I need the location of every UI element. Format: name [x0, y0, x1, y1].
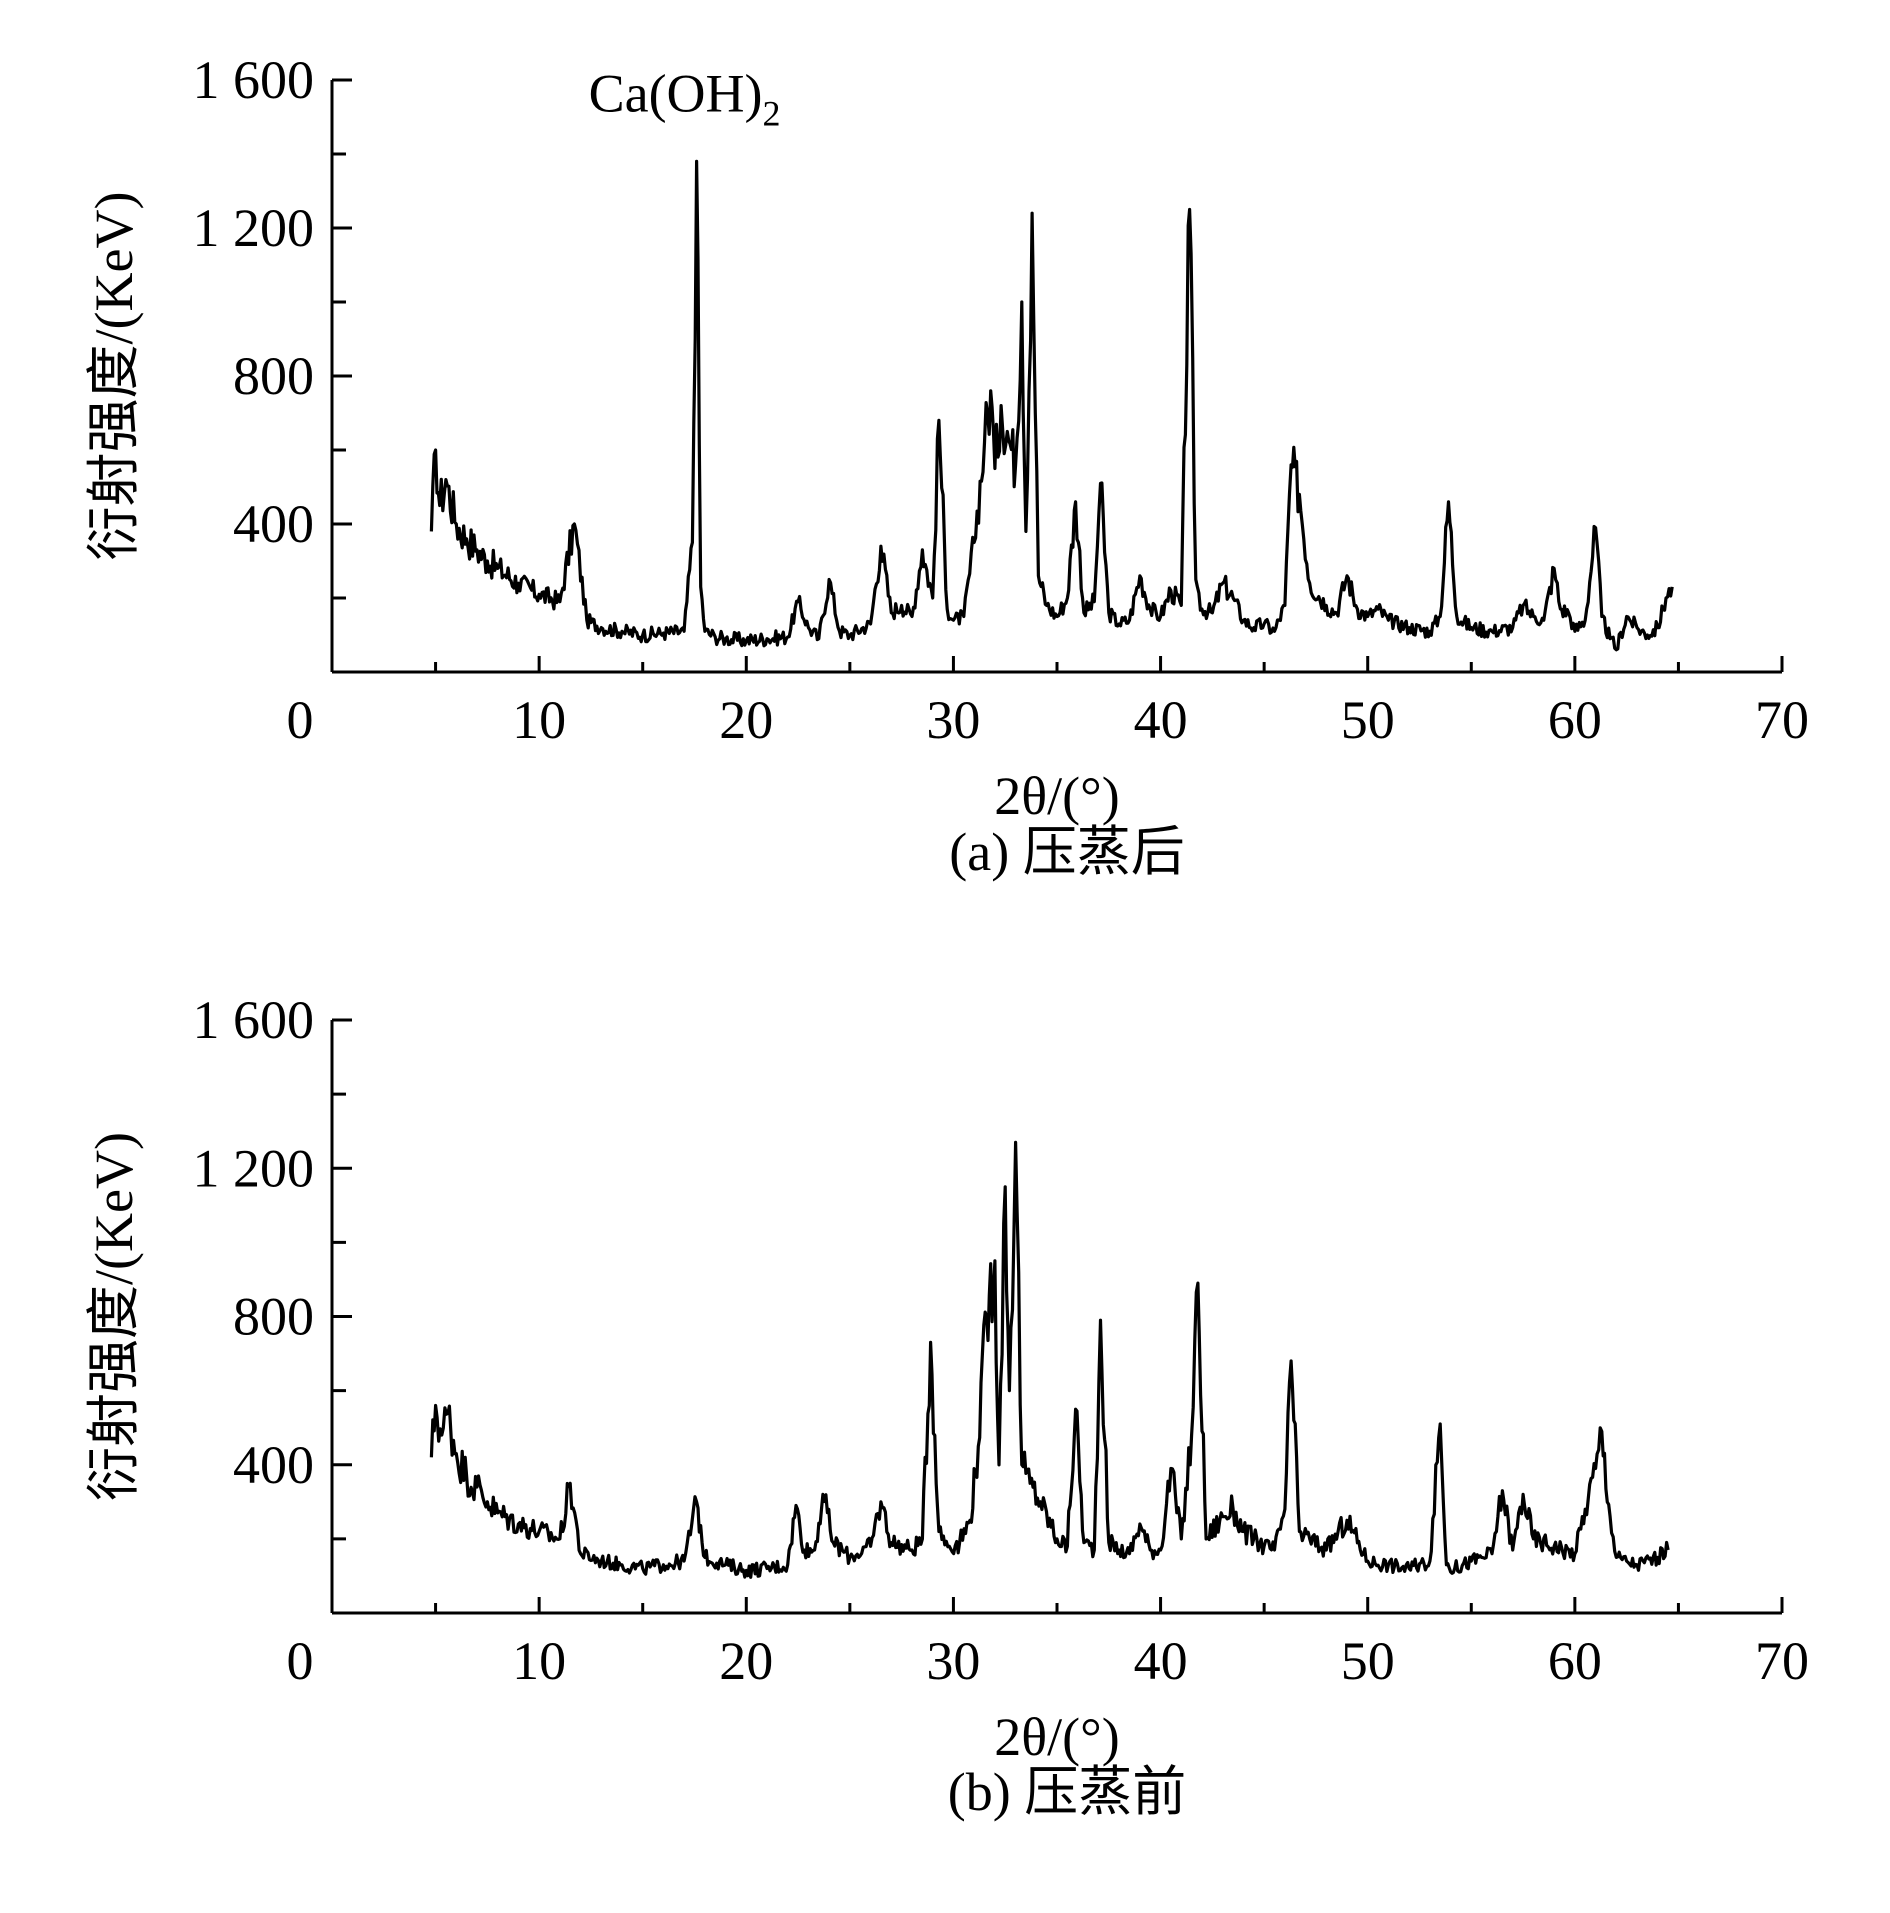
x-tick-label: 30	[926, 1631, 980, 1691]
y-tick-label: 1 600	[193, 50, 315, 110]
x-tick-label: 60	[1548, 1631, 1602, 1691]
peak-annotation: Ca(OH)2	[589, 63, 781, 133]
x-tick-label: 10	[512, 1631, 566, 1691]
x-tick-label: 70	[1755, 690, 1809, 750]
x-tick-label: 20	[719, 1631, 773, 1691]
y-tick-label: 800	[233, 1287, 314, 1347]
y-axis-title: 衍射强度/(KeV)	[84, 1132, 144, 1501]
xrd-series-line	[429, 159, 1674, 652]
y-tick-label: 1 200	[193, 1138, 315, 1198]
x-tick-label: 40	[1134, 690, 1188, 750]
panel-caption: (b) 压蒸前	[948, 1762, 1186, 1822]
chart-panel-a: 400 800 1 200 1 600 0 10 20 30 40 50 60 70 2θ/(°) 衍射强…	[84, 50, 1809, 882]
x-tick-label: 0	[287, 690, 314, 750]
x-tick-label: 30	[926, 690, 980, 750]
y-tick-label: 1 200	[193, 198, 315, 258]
xrd-series-line	[429, 1140, 1670, 1579]
x-axis-title: 2θ/(°)	[994, 766, 1119, 826]
y-tick-label: 400	[233, 1435, 314, 1495]
x-axis-title: 2θ/(°)	[994, 1707, 1119, 1767]
x-tick-label: 60	[1548, 690, 1602, 750]
y-tick-label: 1 600	[193, 990, 315, 1050]
x-tick-label: 50	[1341, 690, 1395, 750]
y-tick-label: 800	[233, 346, 314, 406]
y-axis-title: 衍射强度/(KeV)	[84, 192, 144, 561]
x-tick-label: 70	[1755, 1631, 1809, 1691]
x-tick-label: 20	[719, 690, 773, 750]
x-tick-label: 10	[512, 690, 566, 750]
x-tick-label: 40	[1134, 1631, 1188, 1691]
y-tick-label: 400	[233, 494, 314, 554]
chart-panel-b: 400 800 1 200 1 600 0 10 20 30 40 50 60 70 2θ/(°) 衍射强…	[84, 990, 1809, 1822]
x-tick-label: 50	[1341, 1631, 1395, 1691]
x-tick-label: 0	[287, 1631, 314, 1691]
panel-caption: (a) 压蒸后	[949, 822, 1184, 882]
